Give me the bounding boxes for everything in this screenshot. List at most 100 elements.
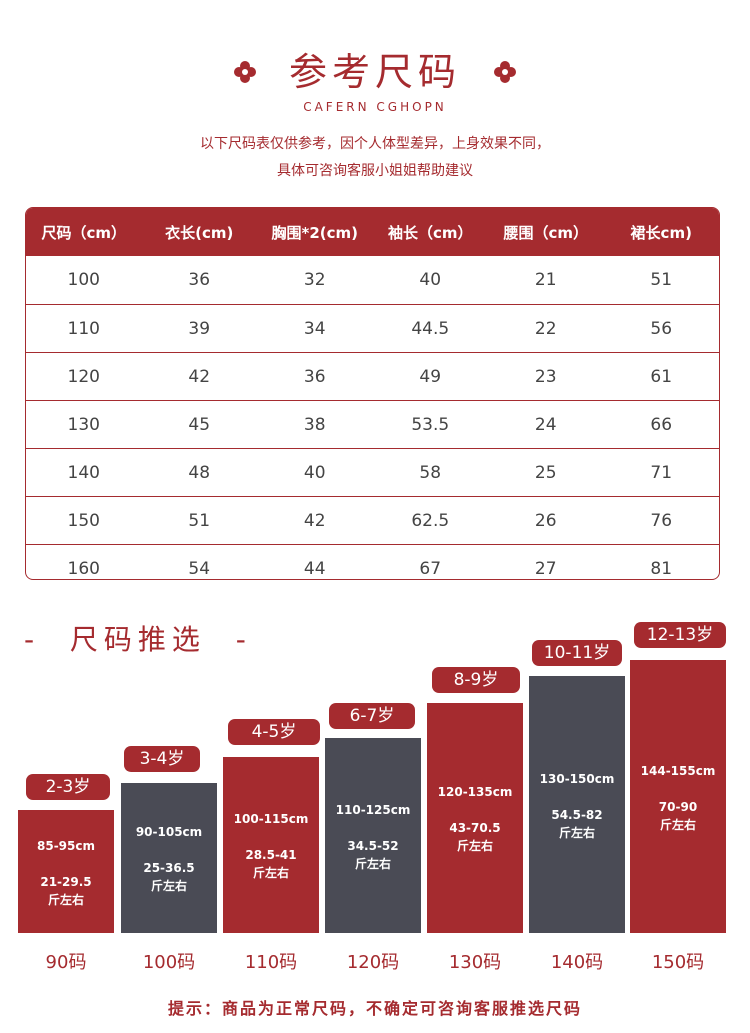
table-cell: 110 xyxy=(67,318,100,339)
table-cell: 67 xyxy=(419,558,442,579)
table-cell: 53.5 xyxy=(411,414,450,435)
table-cell: 24 xyxy=(534,414,557,435)
column-header: 裙长cm) xyxy=(630,223,692,242)
table-row: 140 48 40 58 25 71 xyxy=(26,448,719,496)
table-cell: 56 xyxy=(650,318,673,339)
table-cell: 51 xyxy=(188,510,211,531)
table-header: 尺码（cm） 衣长(cm) 胸围*2(cm) 袖长（cm） 腰围（cm） 裙长c… xyxy=(26,208,719,256)
size-code-label: 110码 xyxy=(244,952,298,973)
table-cell: 25 xyxy=(534,462,557,483)
section-title: - 尺码推选 - xyxy=(24,623,252,656)
age-badge: 12-13岁 xyxy=(634,622,726,648)
table-cell: 51 xyxy=(650,270,673,290)
table-cell: 66 xyxy=(650,414,673,435)
bar-weight-unit-label: 斤左右 xyxy=(252,866,289,880)
table-cell: 22 xyxy=(534,318,557,339)
table-body: 100 36 32 40 21 51 110 39 34 44.5 22 56 120 42 36 49 23 6… xyxy=(26,256,719,579)
footer-tip: 提示：商品为正常尺码，不确定可咨询客服推选尺码 xyxy=(167,999,582,1018)
table-row: 150 51 42 62.5 26 76 xyxy=(26,496,719,544)
table-cell: 160 xyxy=(67,558,100,579)
table-cell: 58 xyxy=(419,462,442,483)
column-header: 衣长(cm) xyxy=(165,223,234,242)
table-cell: 45 xyxy=(188,414,211,435)
age-badge: 6-7岁 xyxy=(329,703,415,729)
size-code-label: 100码 xyxy=(142,952,196,973)
table-cell: 49 xyxy=(419,366,442,387)
age-badge: 10-11岁 xyxy=(532,640,622,666)
bar-weight-range-label: 28.5-41 xyxy=(245,848,297,862)
table-cell: 54 xyxy=(188,558,211,579)
size-bar: 130-150cm 54.5-82 斤左右 xyxy=(529,676,625,933)
table-cell: 32 xyxy=(303,270,326,290)
bar-weight-range-label: 43-70.5 xyxy=(449,821,501,835)
table-cell: 40 xyxy=(303,462,326,483)
bar-weight-unit-label: 斤左右 xyxy=(558,825,595,840)
bar-weight-range-label: 54.5-82 xyxy=(551,807,603,822)
bar-weight-unit-label: 斤左右 xyxy=(456,839,493,853)
table-cell: 76 xyxy=(650,510,673,531)
table-cell: 120 xyxy=(67,366,100,387)
table-cell: 40 xyxy=(419,270,442,290)
intro-line-1: 以下尺码表仅供参考，因个人体型差异，上身效果不同， xyxy=(200,136,550,152)
table-cell: 44 xyxy=(303,558,326,579)
column-header: 腰围（cm） xyxy=(503,223,589,242)
bar-weight-range-label: 25-36.5 xyxy=(143,861,195,875)
size-code-label: 150码 xyxy=(651,952,705,973)
table-cell: 81 xyxy=(650,558,673,579)
age-badge: 4-5岁 xyxy=(228,719,320,745)
bar-weight-unit-label: 斤左右 xyxy=(47,892,84,907)
table-row: 100 36 32 40 21 51 xyxy=(26,256,719,304)
table-cell: 38 xyxy=(303,414,326,435)
bar-weight-range-label: 21-29.5 xyxy=(40,874,92,889)
bar-height-label: 130-150cm xyxy=(539,771,615,786)
column-header: 袖长（cm） xyxy=(387,223,473,242)
table-cell: 71 xyxy=(650,462,673,483)
flower-ornament-icon xyxy=(494,61,516,83)
size-bar: 120-135cm 43-70.5 斤左右 xyxy=(427,703,523,933)
bar-height-label: 120-135cm xyxy=(437,785,513,799)
intro-line-2: 具体可咨询客服小姐姐帮助建议 xyxy=(277,163,473,179)
table-row: 110 39 34 44.5 22 56 xyxy=(26,304,719,352)
bar-weight-unit-label: 斤左右 xyxy=(354,856,391,871)
table-cell: 150 xyxy=(67,510,100,531)
table-cell: 42 xyxy=(303,510,326,531)
page-title: 参考尺码 xyxy=(288,50,461,94)
table-cell: 130 xyxy=(67,414,100,435)
bar-height-label: 85-95cm xyxy=(37,838,95,853)
table-cell: 36 xyxy=(188,270,211,290)
age-badge: 2-3岁 xyxy=(26,774,110,800)
table-row: 130 45 38 53.5 24 66 xyxy=(26,400,719,448)
column-header: 胸围*2(cm) xyxy=(271,223,358,242)
table-cell: 42 xyxy=(188,366,211,387)
age-badge: 3-4岁 xyxy=(124,746,200,772)
size-code-label: 140码 xyxy=(550,952,604,973)
size-bar: 85-95cm 21-29.5 斤左右 xyxy=(18,810,114,933)
table-cell: 44.5 xyxy=(411,318,450,339)
bar-height-label: 144-155cm xyxy=(640,763,716,778)
table-cell: 34 xyxy=(303,318,326,339)
table-cell: 23 xyxy=(534,366,557,387)
table-cell: 62.5 xyxy=(411,510,450,531)
table-cell: 26 xyxy=(534,510,557,531)
table-cell: 27 xyxy=(534,558,557,579)
table-cell: 100 xyxy=(67,270,100,290)
english-subtitle: CAFERN CGHOPN xyxy=(303,100,447,114)
table-cell: 36 xyxy=(303,366,326,387)
table-cell: 39 xyxy=(188,318,211,339)
bar-height-label: 90-105cm xyxy=(135,825,203,839)
bar-height-label: 110-125cm xyxy=(335,802,411,817)
bar-weight-range-label: 70-90 xyxy=(658,799,698,814)
table-cell: 48 xyxy=(188,462,211,483)
size-bar: 90-105cm 25-36.5 斤左右 xyxy=(121,783,217,933)
table-row: 160 54 44 67 27 81 xyxy=(26,544,719,579)
size-bar: 100-115cm 28.5-41 斤左右 xyxy=(223,757,319,933)
size-code-label: 90码 xyxy=(45,952,87,973)
bar-weight-unit-label: 斤左右 xyxy=(150,879,187,893)
bar-weight-range-label: 34.5-52 xyxy=(347,838,399,853)
table-cell: 61 xyxy=(650,366,673,387)
flower-ornament-icon xyxy=(233,61,256,83)
bar-weight-unit-label: 斤左右 xyxy=(659,817,696,832)
size-table: 尺码（cm） 衣长(cm) 胸围*2(cm) 袖长（cm） 腰围（cm） 裙长c… xyxy=(25,207,720,580)
column-header: 尺码（cm） xyxy=(41,223,127,242)
